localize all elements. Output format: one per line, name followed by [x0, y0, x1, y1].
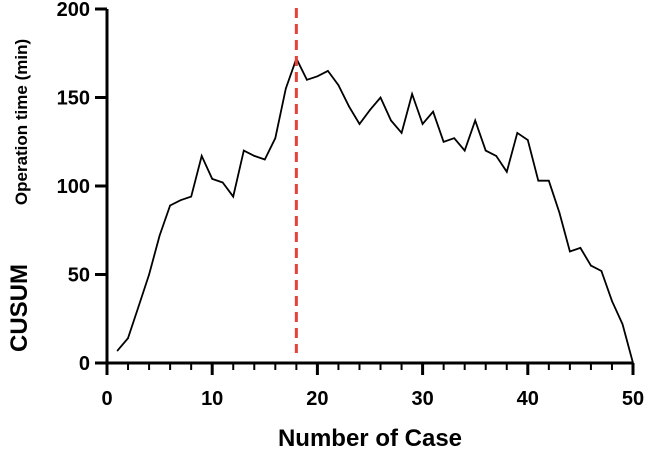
data-point: [453, 137, 455, 140]
data-point: [137, 305, 140, 308]
data-point: [558, 211, 561, 214]
data-point: [474, 119, 477, 122]
x-tick-label: 0: [101, 388, 112, 410]
data-point: [253, 155, 256, 157]
data-point: [369, 109, 371, 111]
data-point: [316, 75, 319, 78]
data-point: [148, 273, 150, 276]
data-point: [221, 181, 224, 184]
data-point: [211, 178, 213, 180]
data-point: [579, 247, 582, 249]
data-point: [337, 84, 340, 86]
data-point: [505, 171, 508, 173]
data-point: [327, 70, 329, 72]
data-point: [463, 149, 466, 152]
data-point: [190, 195, 192, 198]
data-point: [621, 323, 624, 325]
y-tick-label: 150: [57, 88, 90, 110]
data-point: [411, 93, 413, 95]
x-tick-label: 10: [201, 388, 223, 410]
data-point: [432, 110, 434, 113]
data-point: [358, 123, 361, 125]
y-tick-label: 0: [79, 353, 90, 375]
data-point: [127, 337, 129, 340]
x-tick-label: 40: [517, 388, 539, 410]
data-point: [158, 234, 161, 237]
cusum-series-line: [116, 56, 634, 364]
x-tick-label: 30: [411, 388, 433, 410]
data-point: [264, 158, 266, 161]
data-point: [306, 79, 308, 81]
data-point: [590, 264, 592, 267]
data-point: [495, 155, 498, 157]
data-point: [548, 179, 550, 182]
data-point: [390, 119, 392, 122]
data-point: [116, 349, 119, 352]
data-point: [527, 139, 529, 141]
y-axis-title-sub: Operation time (min): [12, 39, 31, 205]
data-point: [569, 250, 571, 253]
plot-area: 0 10 20 30 40 50 0 50 100 150 200: [57, 0, 645, 410]
data-point: [484, 149, 487, 152]
data-point: [348, 105, 350, 108]
x-axis-title: Number of Case: [278, 425, 462, 449]
data-point: [611, 300, 613, 302]
data-point: [516, 132, 519, 134]
data-point: [421, 123, 424, 125]
data-point: [400, 132, 403, 134]
data-point: [537, 179, 540, 182]
x-tick-label: 50: [622, 388, 644, 410]
data-point: [242, 149, 245, 152]
data-point: [379, 96, 382, 99]
data-point: [274, 137, 277, 140]
data-point: [600, 270, 603, 272]
y-tick-label: 200: [57, 0, 90, 21]
chart-marks: [116, 8, 634, 364]
y-tick-label: 50: [68, 265, 90, 287]
data-point: [232, 195, 235, 198]
y-axis-title-main: CUSUM: [6, 264, 33, 352]
data-point: [169, 204, 171, 207]
y-tick-label: 100: [57, 176, 90, 198]
data-point: [179, 199, 182, 201]
x-tick-label: 20: [306, 388, 328, 410]
data-point: [200, 155, 203, 157]
data-point: [632, 362, 634, 364]
data-point: [442, 140, 445, 143]
data-point: [285, 87, 287, 90]
